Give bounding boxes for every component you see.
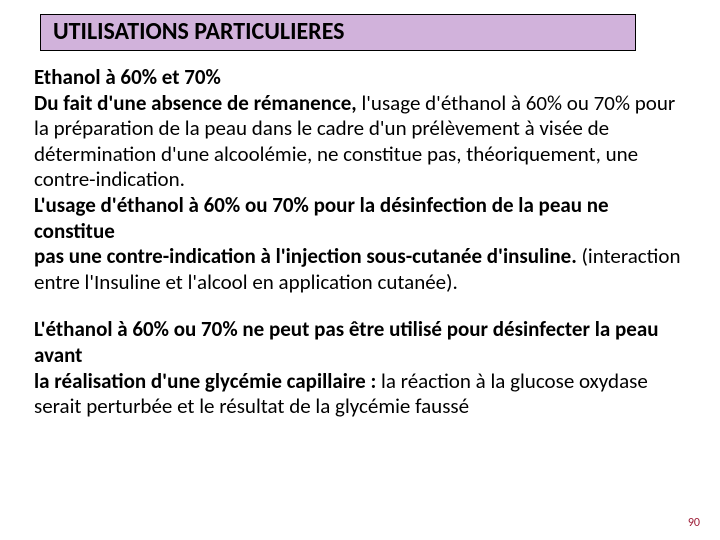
p1-bold-2: Du fait d'une absence de rémanence,	[34, 90, 357, 116]
p1-bold-1: Ethanol à 60% et 70%	[34, 64, 221, 90]
slide: UTILISATIONS PARTICULIERES Ethanol à 60%…	[0, 0, 720, 540]
paragraph-1: Ethanol à 60% et 70% Du fait d'une absen…	[34, 65, 682, 295]
p1-bold-3: L'usage d'éthanol à 60% ou 70% pour la d…	[34, 192, 609, 244]
p1-bold-4: pas une contre-indication à l'injection …	[34, 243, 577, 269]
p2-bold-1: L'éthanol à 60% ou 70% ne peut pas être …	[34, 316, 658, 368]
body-text: Ethanol à 60% et 70% Du fait d'une absen…	[34, 65, 682, 420]
page-number: 90	[688, 516, 700, 530]
paragraph-2: L'éthanol à 60% ou 70% ne peut pas être …	[34, 317, 682, 419]
section-title: UTILISATIONS PARTICULIERES	[40, 14, 636, 51]
p2-bold-2: la réalisation d'une glycémie capillaire…	[34, 368, 376, 394]
